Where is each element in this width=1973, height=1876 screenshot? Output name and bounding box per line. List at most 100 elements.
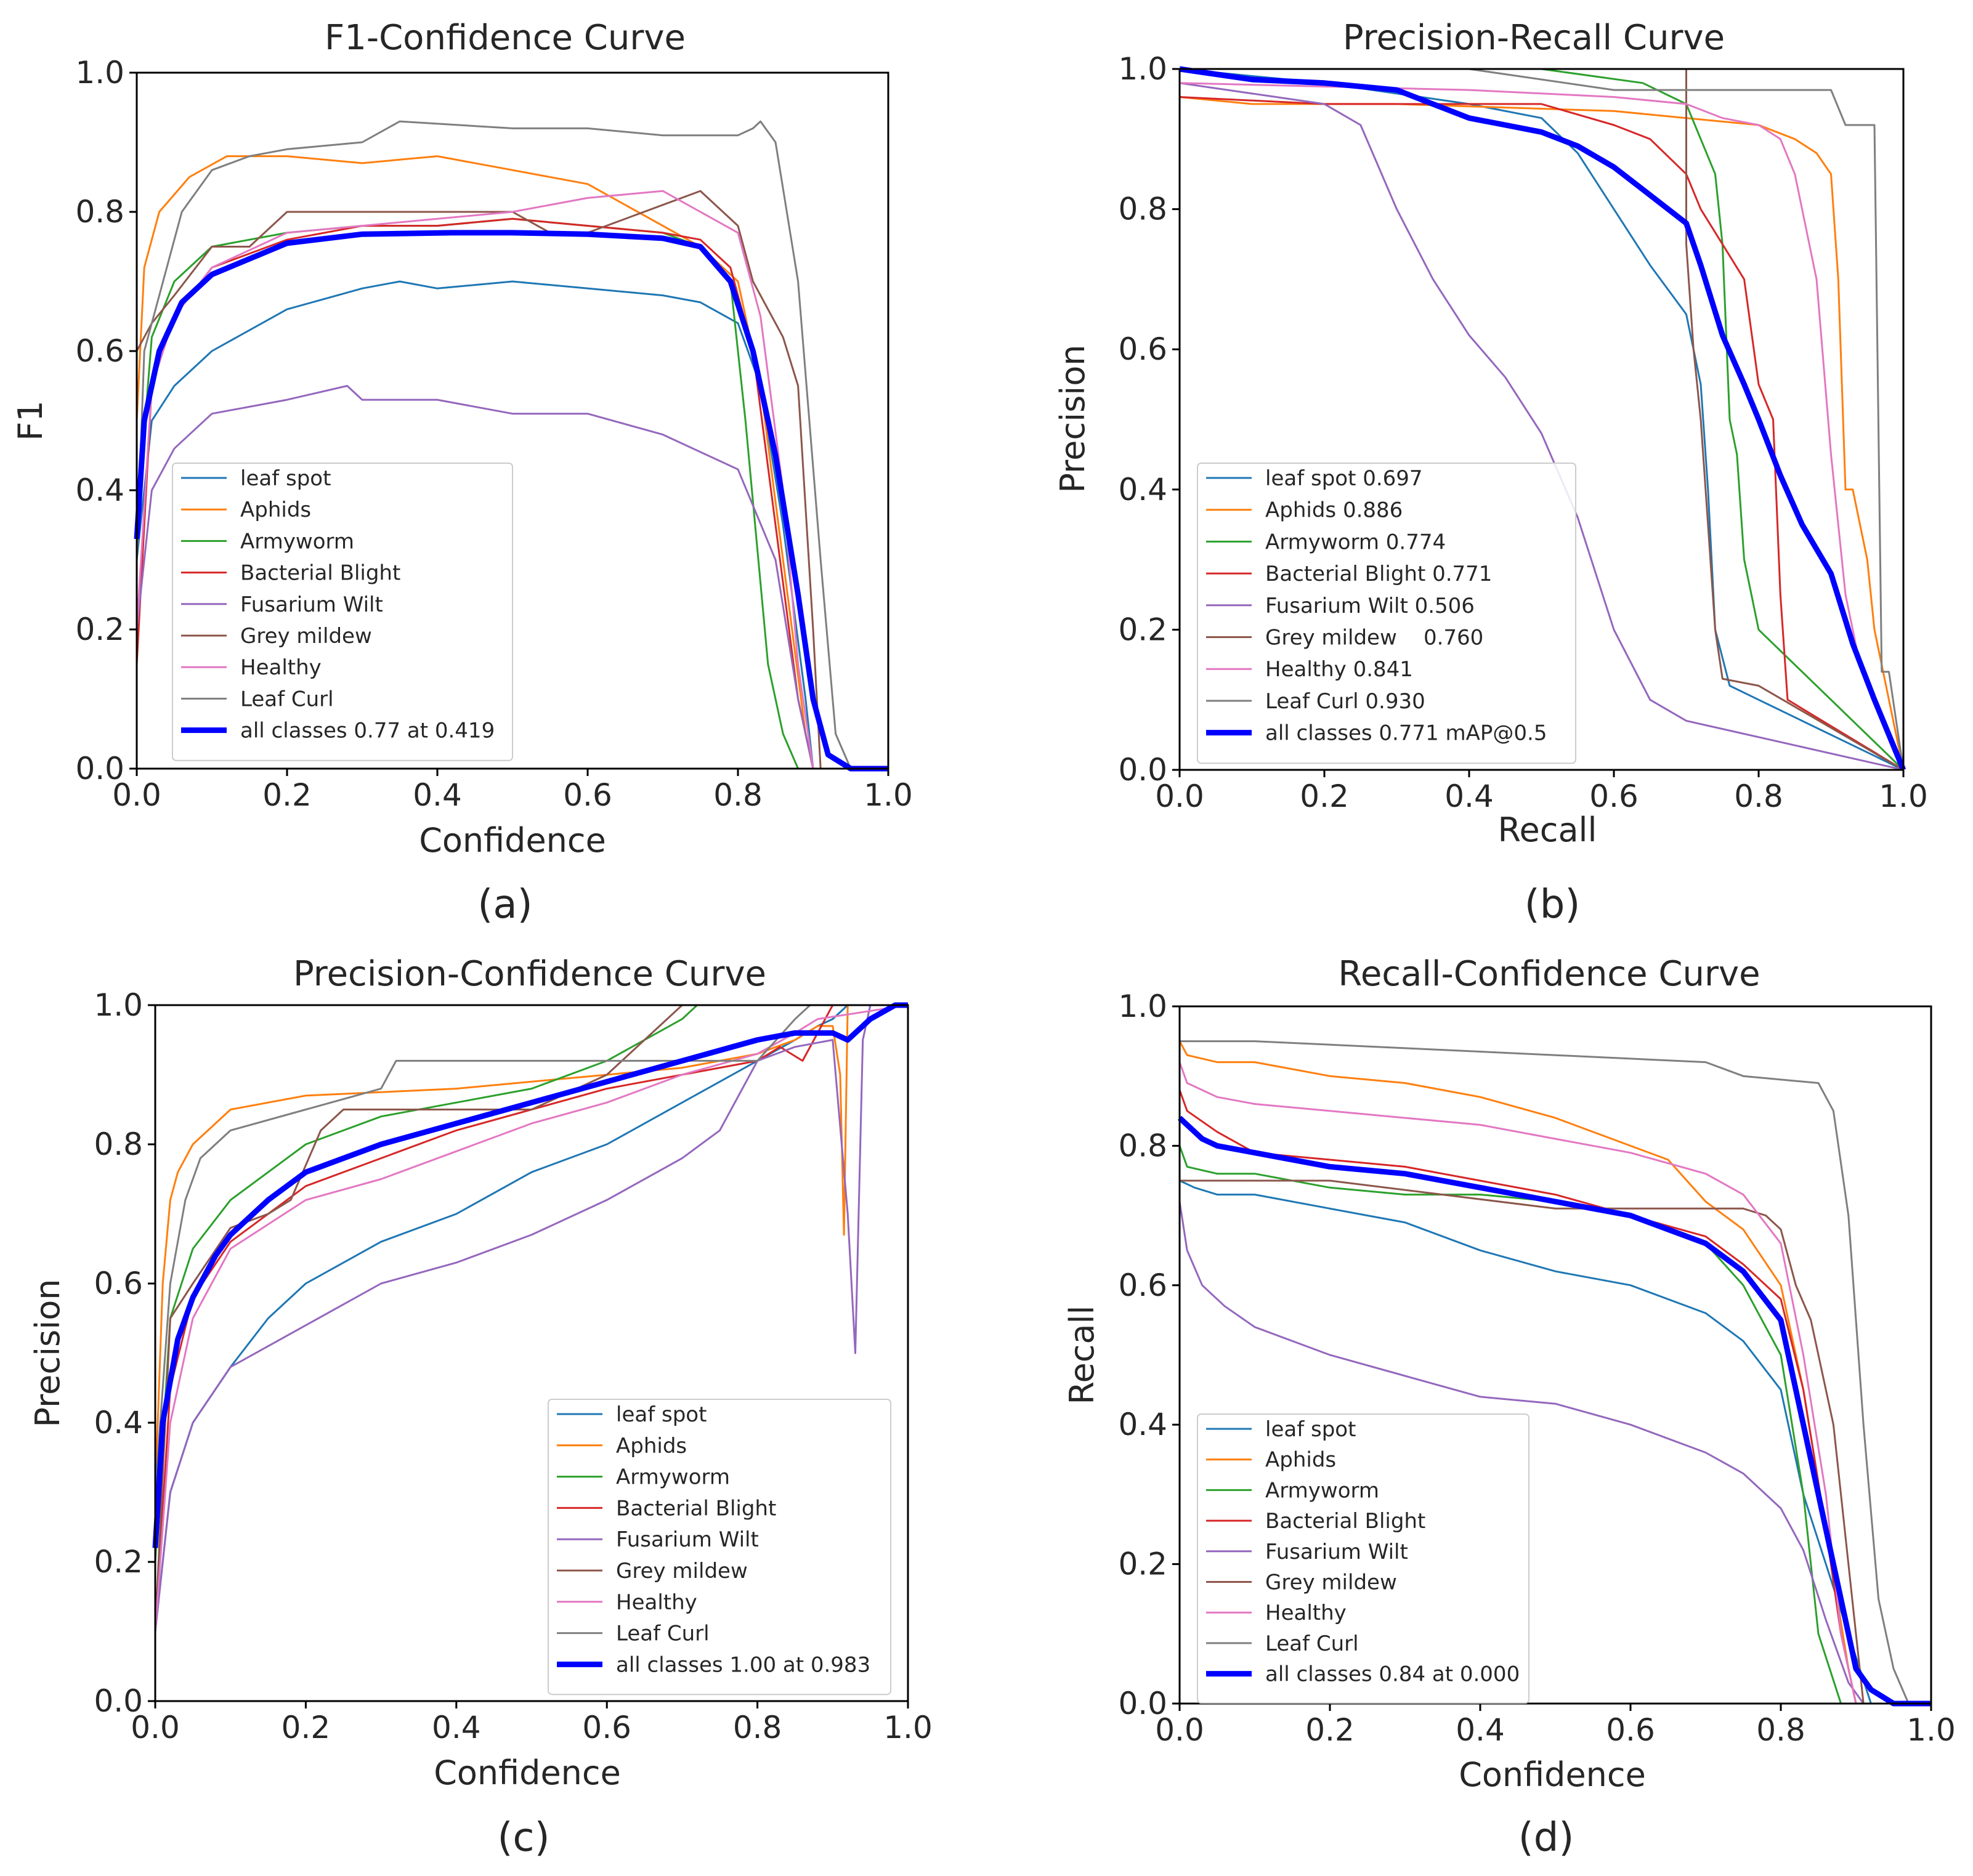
x-tick-label: 0.8 [713, 777, 763, 813]
y-tick-label: 0.0 [75, 751, 124, 786]
legend-label: Armyworm [1265, 1478, 1379, 1503]
series-line-armyworm [1180, 68, 1905, 771]
legend-label: Grey mildew [240, 624, 372, 649]
plot-frame [1178, 68, 1905, 771]
legend: leaf spot Aphids Armyworm Bacterial Blight F… [1197, 1413, 1529, 1704]
legend-label: all classes 0.77 at 0.419 [240, 719, 495, 743]
series-layer [1177, 1040, 1931, 1707]
series-line-leaf-curl [136, 120, 852, 769]
legend-label: Fusarium Wilt [240, 592, 383, 617]
panel-b-precision-recall: Precision-Recall Curve 0.0 0.2 0.4 0.6 0.8 1.… [1053, 18, 1928, 928]
legend-label: Bacterial Blight [240, 561, 400, 586]
y-tick-label: 0.6 [1118, 1268, 1167, 1303]
legend-label: Aphids [616, 1434, 687, 1458]
x-tick-label: 0.6 [582, 1710, 631, 1745]
panel-d-recall-confidence: Recall-Confidence Curve 0.0 0.2 0.4 0.6 0.8 1… [1063, 954, 1956, 1861]
y-tick-label: 1.0 [94, 987, 143, 1023]
x-tick-label: 0.0 [131, 1710, 180, 1745]
y-tick-label: 1.0 [1118, 51, 1167, 87]
y-tick-label: 0.4 [75, 472, 124, 508]
series-line-fusarium-wilt [1179, 82, 1904, 771]
panel-caption: (b) [1525, 882, 1581, 928]
y-tick-label: 0.2 [1118, 612, 1167, 647]
series-line-grey-mildew [154, 1004, 908, 1632]
legend-label: Healthy [616, 1590, 697, 1615]
x-tick-label: 1.0 [883, 1710, 933, 1745]
x-tick-label: 0.0 [1155, 778, 1204, 814]
legend: leaf spot Aphids Armyworm Bacterial Blight F… [548, 1399, 891, 1696]
y-tick-label: 0.8 [1118, 192, 1167, 227]
legend-label: Bacterial Blight 0.771 [1265, 562, 1492, 586]
x-tick-label: 0.0 [112, 777, 161, 813]
panel-caption: (a) [477, 882, 532, 928]
x-axis-label: Recall [1497, 811, 1597, 849]
x-ticks: 0.0 0.2 0.4 0.6 0.8 1.0 [131, 1701, 933, 1745]
y-tick-label: 0.0 [94, 1683, 143, 1719]
legend-box [1197, 463, 1576, 764]
series-line-bacterial-blight [154, 1004, 908, 1632]
x-tick-label: 0.2 [282, 1710, 331, 1745]
x-tick-label: 0.2 [1300, 778, 1349, 814]
plot-frame [154, 1004, 909, 1702]
panel-caption: (d) [1518, 1815, 1574, 1861]
panel-a-f1-confidence: F1-Confidence Curve 0.0 0.2 0.4 0.6 0.8 1.0 0… [11, 18, 913, 928]
y-tick-label: 0.4 [1118, 472, 1167, 507]
series-line-grey-mildew [1180, 68, 1904, 771]
legend-label: Healthy [1265, 1601, 1347, 1625]
series-line-fusarium-wilt [1178, 1201, 1865, 1704]
x-tick-label: 0.0 [1155, 1712, 1204, 1748]
legend-box [1197, 1413, 1529, 1704]
y-tick-label: 1.0 [75, 55, 124, 91]
legend-label: Grey mildew 0.760 [1265, 626, 1483, 650]
legend-label: all classes 0.771 mAP@0.5 [1265, 721, 1547, 746]
y-tick-label: 0.8 [94, 1126, 143, 1162]
legend-label: leaf spot 0.697 [1265, 466, 1423, 491]
x-tick-label: 0.8 [733, 1710, 782, 1745]
legend-label: Grey mildew [1265, 1571, 1397, 1595]
series-layer [134, 120, 888, 772]
legend-label: all classes 0.84 at 0.000 [1265, 1662, 1520, 1687]
y-axis-label: F1 [11, 400, 50, 440]
y-tick-label: 0.2 [94, 1544, 143, 1580]
legend-label: Leaf Curl [240, 687, 334, 711]
legend-label: Aphids [240, 498, 311, 522]
series-line-fusarium-wilt [136, 385, 814, 769]
x-tick-label: 0.6 [1589, 778, 1639, 814]
y-ticks: 0.0 0.2 0.4 0.6 0.8 1.0 [1118, 989, 1180, 1721]
legend-label: Leaf Curl [616, 1622, 710, 1646]
legend-label: Bacterial Blight [616, 1496, 776, 1521]
legend-label: Armyworm 0.774 [1265, 530, 1446, 554]
y-tick-label: 0.0 [1118, 1686, 1167, 1721]
y-tick-label: 0.4 [1118, 1407, 1167, 1442]
y-tick-label: 0.6 [1118, 331, 1167, 367]
x-tick-label: 0.8 [1734, 778, 1783, 814]
panel-caption: (c) [497, 1815, 549, 1861]
x-tick-label: 0.4 [1444, 778, 1494, 814]
x-tick-label: 0.4 [432, 1710, 481, 1745]
legend-label: leaf spot [240, 466, 331, 491]
y-tick-label: 0.2 [1118, 1546, 1167, 1582]
x-tick-label: 0.6 [1606, 1712, 1655, 1748]
series-line-leaf-spot [1179, 1179, 1872, 1704]
legend-box [172, 463, 513, 761]
y-tick-label: 0.2 [75, 612, 124, 647]
legend-label: Fusarium Wilt 0.506 [1265, 594, 1475, 618]
series-line-bacterial-blight [1178, 1090, 1857, 1704]
legend-label: Fusarium Wilt [616, 1527, 759, 1552]
y-tick-label: 0.6 [94, 1266, 143, 1301]
legend: leaf spot Aphids Armyworm Bacterial Blight F… [172, 463, 513, 761]
legend-label: leaf spot [1265, 1417, 1356, 1442]
legend-label: Grey mildew [616, 1559, 748, 1583]
x-tick-label: 0.4 [1456, 1712, 1505, 1748]
y-tick-label: 0.4 [94, 1405, 143, 1441]
legend-label: Healthy 0.841 [1265, 657, 1413, 682]
series-line-grey-mildew [1180, 1179, 1865, 1704]
chart-title: Precision-Recall Curve [1343, 18, 1725, 58]
x-tick-label: 0.4 [413, 777, 462, 813]
series-line-all-classes [1179, 66, 1906, 771]
series-line-leaf-curl [1180, 1040, 1910, 1704]
legend-label: Aphids [1265, 1448, 1336, 1473]
legend-label: Armyworm [616, 1465, 730, 1490]
legend-label: Leaf Curl [1265, 1631, 1359, 1656]
